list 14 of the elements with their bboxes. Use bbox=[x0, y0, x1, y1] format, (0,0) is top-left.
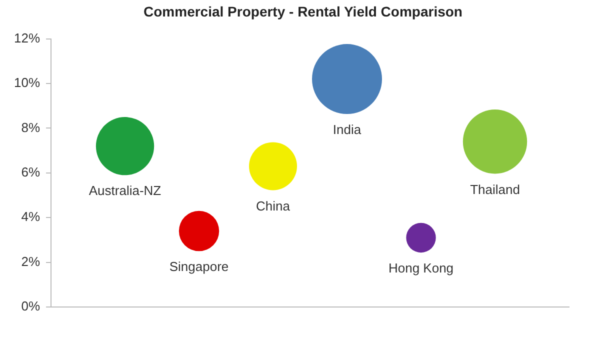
y-tick-label: 10% bbox=[14, 75, 40, 90]
chart-title: Commercial Property - Rental Yield Comparison bbox=[144, 3, 462, 20]
y-tick-label: 8% bbox=[21, 120, 40, 135]
y-tick-label: 2% bbox=[21, 254, 40, 269]
series-label: Hong Kong bbox=[388, 260, 454, 276]
series-label: Thailand bbox=[470, 182, 520, 197]
series-label: India bbox=[332, 122, 362, 138]
series-label: Australia-NZ bbox=[88, 183, 162, 198]
y-tick-label: 4% bbox=[21, 209, 40, 224]
y-tick-label: 12% bbox=[14, 30, 40, 46]
series-label: China bbox=[256, 198, 291, 214]
series-label: Singapore bbox=[169, 259, 229, 274]
y-tick-label: 0% bbox=[21, 298, 40, 314]
y-tick-label: 6% bbox=[21, 164, 40, 180]
